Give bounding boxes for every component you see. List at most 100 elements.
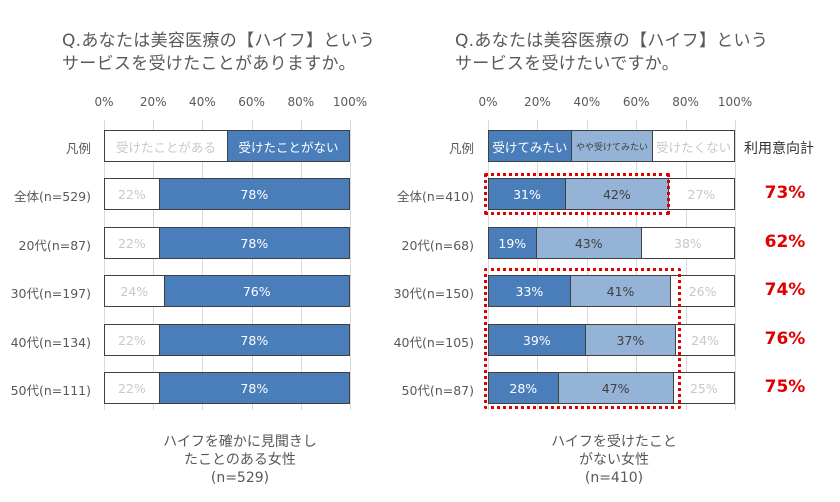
right-caption-line-3: (n=410) <box>551 469 677 487</box>
data-label: 26% <box>689 284 717 299</box>
legend-label: 凡例 <box>66 138 91 157</box>
right-caption-line-2: がない女性 <box>551 451 677 469</box>
bar-segment: 78% <box>159 179 349 209</box>
x-tick-label: 20% <box>140 95 167 109</box>
legend-item: 受けたことがない <box>227 131 349 161</box>
category-label: 全体(n=410) <box>397 186 474 205</box>
data-label: 24% <box>691 333 719 348</box>
data-label: 43% <box>575 236 603 251</box>
x-tick-label: 60% <box>238 95 265 109</box>
bar-segment: 38% <box>641 228 734 258</box>
gridline <box>686 120 687 410</box>
data-label: 38% <box>674 236 702 251</box>
category-label: 20代(n=68) <box>402 235 474 254</box>
right-caption-line-1: ハイフを受けたこと <box>551 433 677 451</box>
left-question-title: Q.あなたは美容医療の【ハイフ】という サービスを受けたことがありますか。 <box>62 30 375 76</box>
category-label: 40代(n=105) <box>394 332 474 351</box>
right-caption: ハイフを受けたこと がない女性 (n=410) <box>551 433 677 487</box>
gridline <box>735 120 736 410</box>
data-label: 22% <box>118 236 146 251</box>
data-label: 22% <box>118 187 146 202</box>
data-label: 76% <box>243 284 271 299</box>
category-label: 30代(n=197) <box>11 283 91 302</box>
data-label: 78% <box>240 236 268 251</box>
left-title-line-1: Q.あなたは美容医療の【ハイフ】という <box>62 30 375 53</box>
total-value: 75% <box>765 377 806 397</box>
x-tick-label: 20% <box>524 95 551 109</box>
x-tick-label: 80% <box>672 95 699 109</box>
left-caption-line-1: ハイフを確かに見聞きし <box>163 433 317 451</box>
gridline <box>153 120 154 410</box>
bar-segment: 22% <box>105 373 159 403</box>
data-label: 24% <box>120 284 148 299</box>
x-tick-label: 100% <box>333 95 367 109</box>
category-label: 30代(n=150) <box>394 283 474 302</box>
highlight-box-overall <box>484 173 670 215</box>
left-caption-line-2: たことのある女性 <box>163 451 317 469</box>
legend-item: 受けたことがある <box>105 131 227 161</box>
category-label: 50代(n=111) <box>11 380 91 399</box>
left-title-line-2: サービスを受けたことがありますか。 <box>62 53 375 76</box>
bar-segment: 78% <box>159 373 349 403</box>
data-label: 78% <box>240 333 268 348</box>
legend-bar: 受けたことがある 受けたことがない <box>104 130 350 162</box>
bar-segment: 22% <box>105 228 159 258</box>
data-label: 22% <box>118 333 146 348</box>
data-label: 27% <box>688 187 716 202</box>
right-title-line-1: Q.あなたは美容医療の【ハイフ】という <box>455 30 768 53</box>
category-label: 20代(n=87) <box>19 235 91 254</box>
category-label: 50代(n=87) <box>402 380 474 399</box>
stacked-bar: 22% 78% <box>104 178 350 210</box>
x-tick-label: 80% <box>287 95 314 109</box>
stacked-bar: 22% 78% <box>104 324 350 356</box>
right-question-title: Q.あなたは美容医療の【ハイフ】という サービスを受けたいですか。 <box>455 30 768 76</box>
total-header: 利用意向計 <box>744 138 814 158</box>
data-label: 78% <box>240 187 268 202</box>
legend-item: 受けてみたい <box>489 131 571 161</box>
total-value: 73% <box>765 183 806 203</box>
bar-segment: 43% <box>536 228 641 258</box>
bar-segment: 24% <box>675 325 734 355</box>
x-tick-label: 40% <box>189 95 216 109</box>
left-caption-line-3: (n=529) <box>163 469 317 487</box>
gridline <box>252 120 253 410</box>
gridline <box>301 120 302 410</box>
legend-label: 凡例 <box>449 138 474 157</box>
gridline <box>202 120 203 410</box>
highlight-box-30-50 <box>484 268 681 409</box>
data-label: 25% <box>690 381 718 396</box>
stacked-bar: 22% 78% <box>104 227 350 259</box>
bar-segment: 25% <box>673 373 734 403</box>
total-value: 76% <box>765 329 806 349</box>
left-caption: ハイフを確かに見聞きし たことのある女性 (n=529) <box>163 433 317 487</box>
x-tick-label: 0% <box>94 95 113 109</box>
x-tick-label: 100% <box>718 95 752 109</box>
gridline <box>104 120 105 410</box>
x-tick-label: 0% <box>478 95 497 109</box>
data-label: 78% <box>240 381 268 396</box>
stacked-bar: 24% 76% <box>104 275 350 307</box>
legend-item: やや受けてみたい <box>571 131 653 161</box>
bar-segment: 27% <box>668 179 734 209</box>
bar-segment: 78% <box>159 325 349 355</box>
data-label: 19% <box>498 236 526 251</box>
bar-segment: 22% <box>105 179 159 209</box>
bar-segment: 24% <box>105 276 164 306</box>
category-label: 40代(n=134) <box>11 332 91 351</box>
x-tick-label: 60% <box>623 95 650 109</box>
stacked-bar: 19% 43% 38% <box>488 227 735 259</box>
total-value: 62% <box>765 232 806 252</box>
x-tick-label: 40% <box>573 95 600 109</box>
right-title-line-2: サービスを受けたいですか。 <box>455 53 768 76</box>
legend-item: 受けたくない <box>652 131 734 161</box>
data-label: 22% <box>118 381 146 396</box>
bar-segment: 78% <box>159 228 349 258</box>
bar-segment: 19% <box>489 228 536 258</box>
total-value: 74% <box>765 280 806 300</box>
legend-bar: 受けてみたい やや受けてみたい 受けたくない <box>488 130 735 162</box>
gridline <box>350 120 351 410</box>
bar-segment: 76% <box>164 276 349 306</box>
bar-segment: 22% <box>105 325 159 355</box>
category-label: 全体(n=529) <box>14 186 91 205</box>
stacked-bar: 22% 78% <box>104 372 350 404</box>
